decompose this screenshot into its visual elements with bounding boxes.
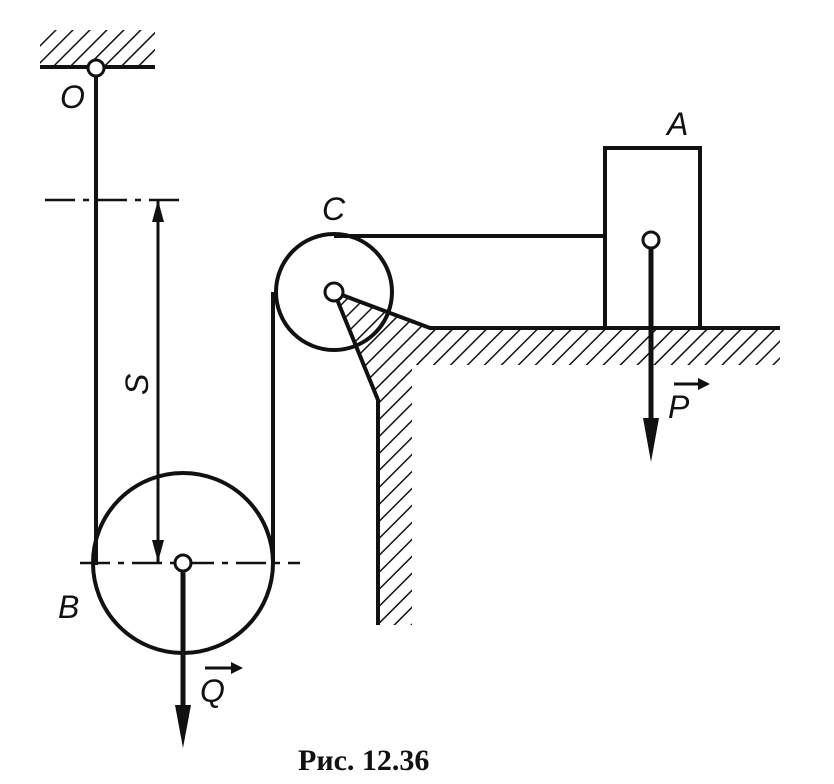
dimension-s xyxy=(45,198,180,562)
label-c: C xyxy=(322,191,346,227)
label-q: Q xyxy=(200,673,225,709)
force-p-arrowhead xyxy=(643,418,659,462)
label-o: O xyxy=(60,79,85,115)
support-structure xyxy=(330,288,780,625)
vector-tip-p xyxy=(698,378,710,390)
pulley-c-center xyxy=(323,281,345,303)
label-s: S xyxy=(119,374,155,395)
figure-caption: Рис. 12.36 xyxy=(298,744,429,777)
label-b: B xyxy=(58,589,79,625)
block-a-center xyxy=(641,230,661,250)
force-q-arrowhead xyxy=(175,705,191,748)
pivot-o xyxy=(86,58,106,78)
label-a: A xyxy=(665,106,688,142)
pulley-b-center xyxy=(173,553,193,573)
label-p: P xyxy=(668,389,690,425)
vector-tip-q xyxy=(231,662,243,674)
